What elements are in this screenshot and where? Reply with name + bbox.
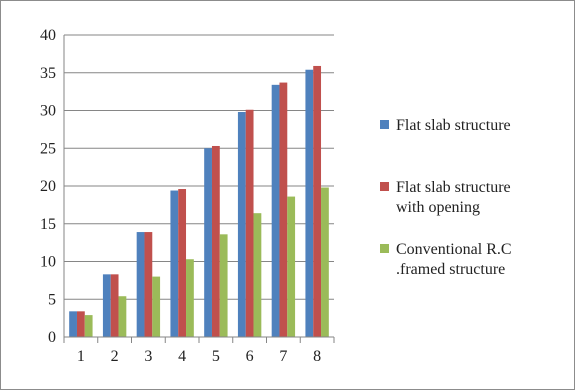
bar-2-4	[178, 189, 187, 337]
x-tick-label: 7	[279, 348, 287, 365]
y-tick-label: 40	[40, 27, 56, 44]
bar-3-6	[253, 213, 262, 337]
x-tick-labels: 1 2 3 4 5 6 7 8	[77, 348, 321, 365]
x-tick-label: 3	[144, 348, 152, 365]
x-tick-label: 1	[77, 348, 85, 365]
bar-1-1	[69, 311, 77, 337]
bar-2-5	[211, 145, 220, 337]
legend-label-2: Flat slab structure	[396, 179, 511, 196]
bars-group	[69, 65, 329, 338]
legend-label-1: Flat slab structure	[396, 117, 511, 134]
bar-2-2	[110, 274, 119, 337]
bar-2-6	[245, 109, 254, 338]
bar-1-8	[305, 69, 314, 337]
legend-label-2: with opening	[396, 199, 480, 216]
bar-1-2	[102, 274, 111, 337]
y-tick-label: 30	[40, 103, 56, 120]
legend-label-3: Conventional R.C	[396, 241, 512, 258]
bar-1-3	[136, 232, 145, 337]
bar-2-7	[279, 82, 288, 337]
legend-label-3: .framed structure	[396, 261, 505, 278]
legend-swatch-3	[380, 244, 389, 253]
x-tick-label: 2	[111, 348, 119, 365]
legend: Flat slab structure Flat slab structure wi…	[380, 117, 512, 278]
axes	[63, 35, 335, 343]
bar-1-5	[204, 148, 212, 337]
x-tick-label: 5	[212, 348, 220, 365]
bar-3-5	[219, 234, 228, 337]
y-tick-label: 10	[40, 254, 56, 271]
y-tick-label: 35	[40, 65, 56, 82]
y-tick-label: 15	[40, 216, 56, 233]
y-tick-label: 5	[48, 291, 56, 308]
bar-3-7	[287, 196, 296, 337]
x-tick-label: 6	[246, 348, 254, 365]
y-tick-label: 0	[48, 329, 56, 346]
bar-1-4	[170, 190, 179, 337]
y-tick-label: 25	[40, 140, 56, 157]
bar-1-6	[237, 112, 246, 337]
bar-3-4	[186, 259, 194, 337]
x-tick-label: 4	[178, 348, 186, 365]
x-tick-label: 8	[313, 348, 321, 365]
bar-2-8	[313, 65, 322, 337]
legend-swatch-2	[380, 182, 389, 191]
bar-3-3	[152, 276, 161, 337]
bar-1-7	[271, 84, 280, 337]
y-tick-label: 20	[40, 178, 56, 195]
bar-3-8	[321, 187, 329, 337]
y-tick-labels: 0 5 10 15 20 25 30 35 40	[40, 27, 56, 346]
bar-3-1	[84, 315, 93, 337]
legend-swatch-1	[380, 120, 389, 129]
bar-2-3	[144, 232, 153, 337]
bar-2-1	[76, 311, 85, 337]
bar-3-2	[118, 296, 127, 337]
